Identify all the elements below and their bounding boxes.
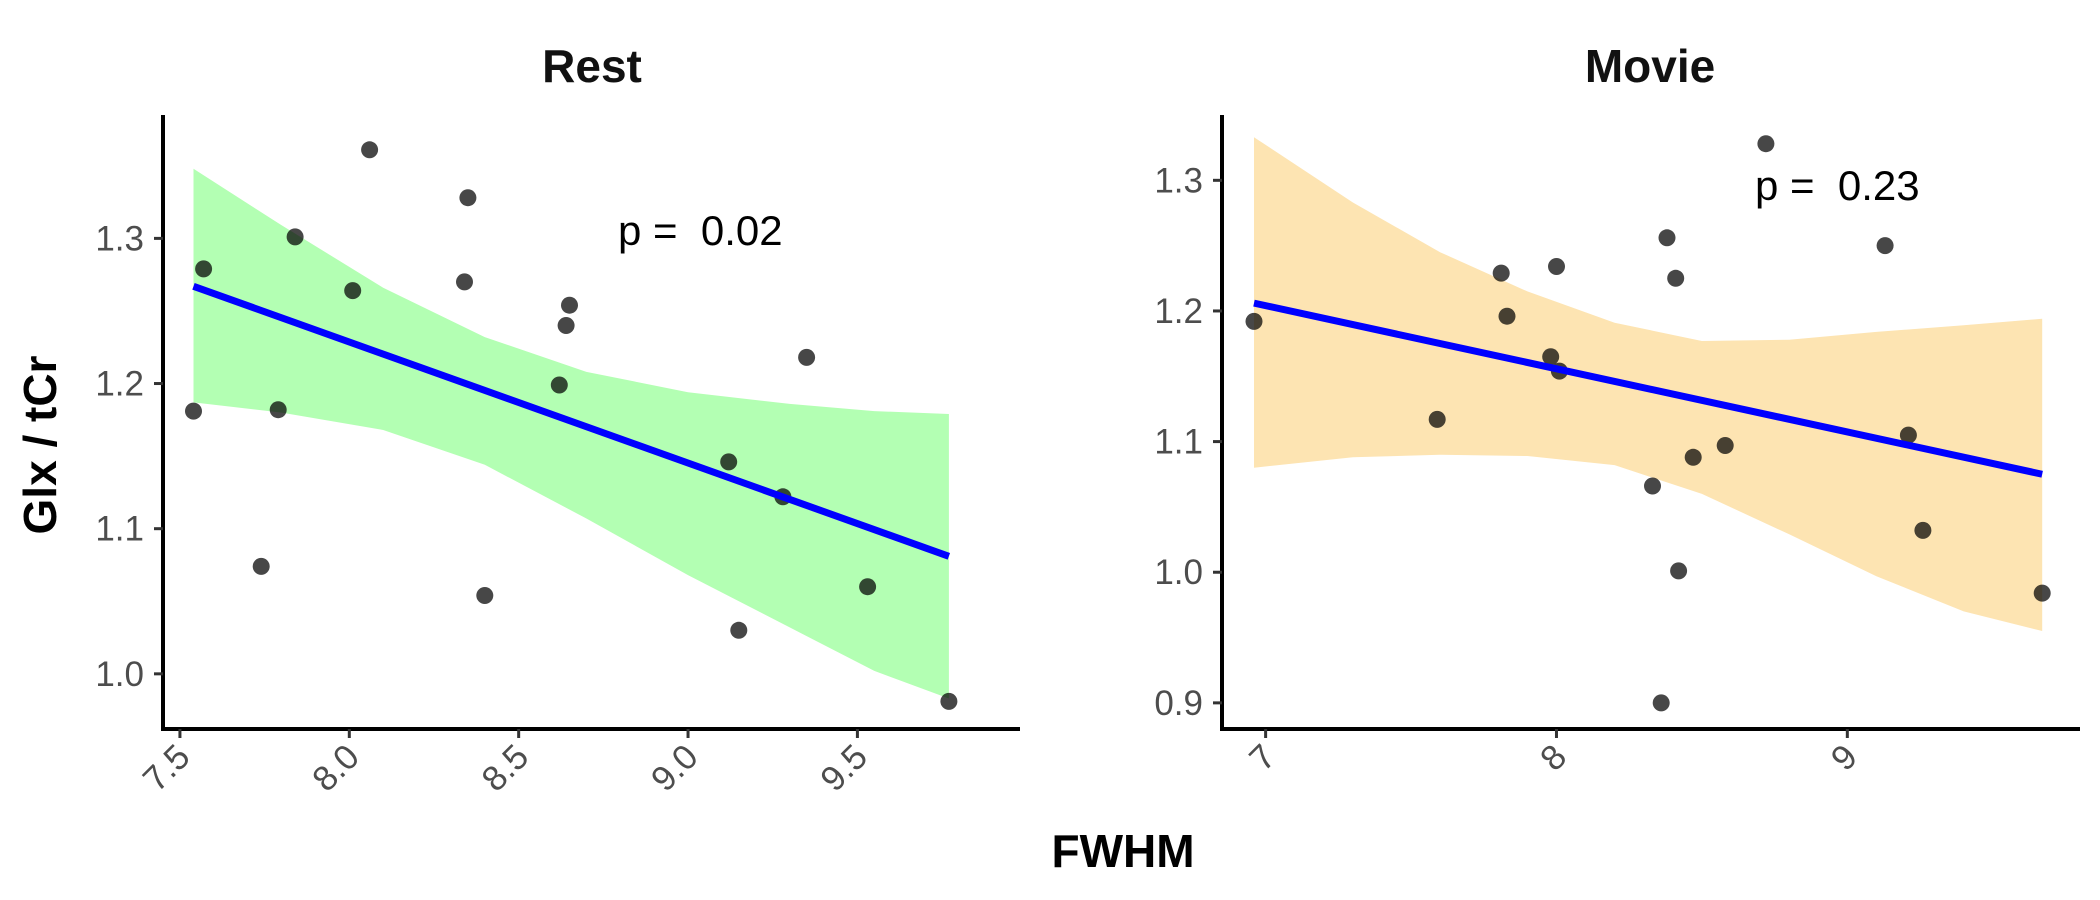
movie-data-point <box>1652 694 1670 712</box>
y-axis-label: Glx / tCr <box>14 355 66 534</box>
movie-p-value-annotation: p = 0.23 <box>1755 162 1920 209</box>
rest-data-point <box>940 692 958 710</box>
rest-data-point <box>286 228 304 246</box>
movie-data-point <box>1684 448 1702 466</box>
rest-data-point <box>252 557 270 575</box>
rest-data-point <box>456 273 473 291</box>
movie-data-point <box>1658 229 1676 247</box>
movie-data-point <box>1914 521 1932 539</box>
movie-panel: Movie 0.9 1.0 1.1 1.2 1.3 7 8 9 p = 0.23 <box>1154 40 2080 778</box>
rest-panel: Rest 1.0 1.1 1.2 1.3 7.5 8.0 8.5 9.0 9.5 p = 0.02 <box>95 40 1020 799</box>
rest-data-point <box>269 401 287 419</box>
rest-x-tick-label: 9.0 <box>644 737 706 799</box>
movie-y-tick-label: 1.0 <box>1154 553 1203 592</box>
movie-data-point <box>1899 426 1917 444</box>
movie-data-point <box>1716 437 1734 454</box>
movie-data-point <box>1757 135 1775 153</box>
rest-x-tick-label: 8.5 <box>474 737 536 799</box>
rest-data-point <box>859 578 877 596</box>
rest-x-tick-label: 9.5 <box>813 737 875 799</box>
movie-y-tick-label: 1.3 <box>1154 161 1203 200</box>
movie-y-tick-label: 1.2 <box>1154 292 1203 331</box>
movie-data-point <box>1667 269 1685 287</box>
rest-y-tick-label: 1.0 <box>95 655 144 694</box>
rest-x-tick-label: 7.5 <box>136 737 198 799</box>
rest-data-point <box>459 189 477 207</box>
x-axis-label: FWHM <box>1051 825 1194 877</box>
movie-data-point <box>1245 312 1263 330</box>
movie-data-point <box>1498 307 1516 325</box>
rest-data-point <box>550 376 568 394</box>
rest-y-tick-label: 1.3 <box>95 219 144 258</box>
rest-data-point <box>557 317 575 334</box>
rest-y-tick-label: 1.2 <box>95 365 144 404</box>
rest-p-value-annotation: p = 0.02 <box>618 207 783 254</box>
rest-data-point <box>476 587 494 604</box>
movie-data-point <box>1548 258 1565 275</box>
movie-y-tick-label: 0.9 <box>1154 684 1203 723</box>
rest-data-point <box>344 282 362 300</box>
rest-data-point <box>561 296 578 314</box>
movie-x-tick-label: 9 <box>1824 737 1865 778</box>
rest-confidence-band <box>193 168 949 699</box>
movie-data-point <box>1542 348 1560 366</box>
movie-x-tick-label: 7 <box>1242 737 1283 778</box>
movie-data-point <box>1492 264 1510 282</box>
movie-panel-title: Movie <box>1585 40 1715 92</box>
rest-data-point <box>361 141 379 159</box>
movie-x-tick-label: 8 <box>1533 737 1574 778</box>
rest-regression-line <box>192 282 951 560</box>
movie-y-tick-label: 1.1 <box>1154 423 1203 462</box>
rest-data-point <box>730 621 748 639</box>
movie-regression-line <box>1253 299 2043 478</box>
movie-data-point <box>1428 410 1446 428</box>
rest-data-point <box>185 402 202 420</box>
movie-data-point <box>1876 237 1894 255</box>
movie-data-point <box>2033 584 2051 602</box>
movie-confidence-band <box>1254 137 2043 631</box>
rest-data-point <box>720 453 738 471</box>
movie-data-point <box>1644 477 1661 495</box>
rest-data-point <box>195 260 213 278</box>
movie-data-point <box>1670 562 1688 580</box>
rest-x-tick-label: 8.0 <box>305 737 367 799</box>
rest-y-tick-label: 1.1 <box>95 510 144 549</box>
rest-panel-title: Rest <box>542 40 642 92</box>
rest-data-point <box>798 348 816 366</box>
